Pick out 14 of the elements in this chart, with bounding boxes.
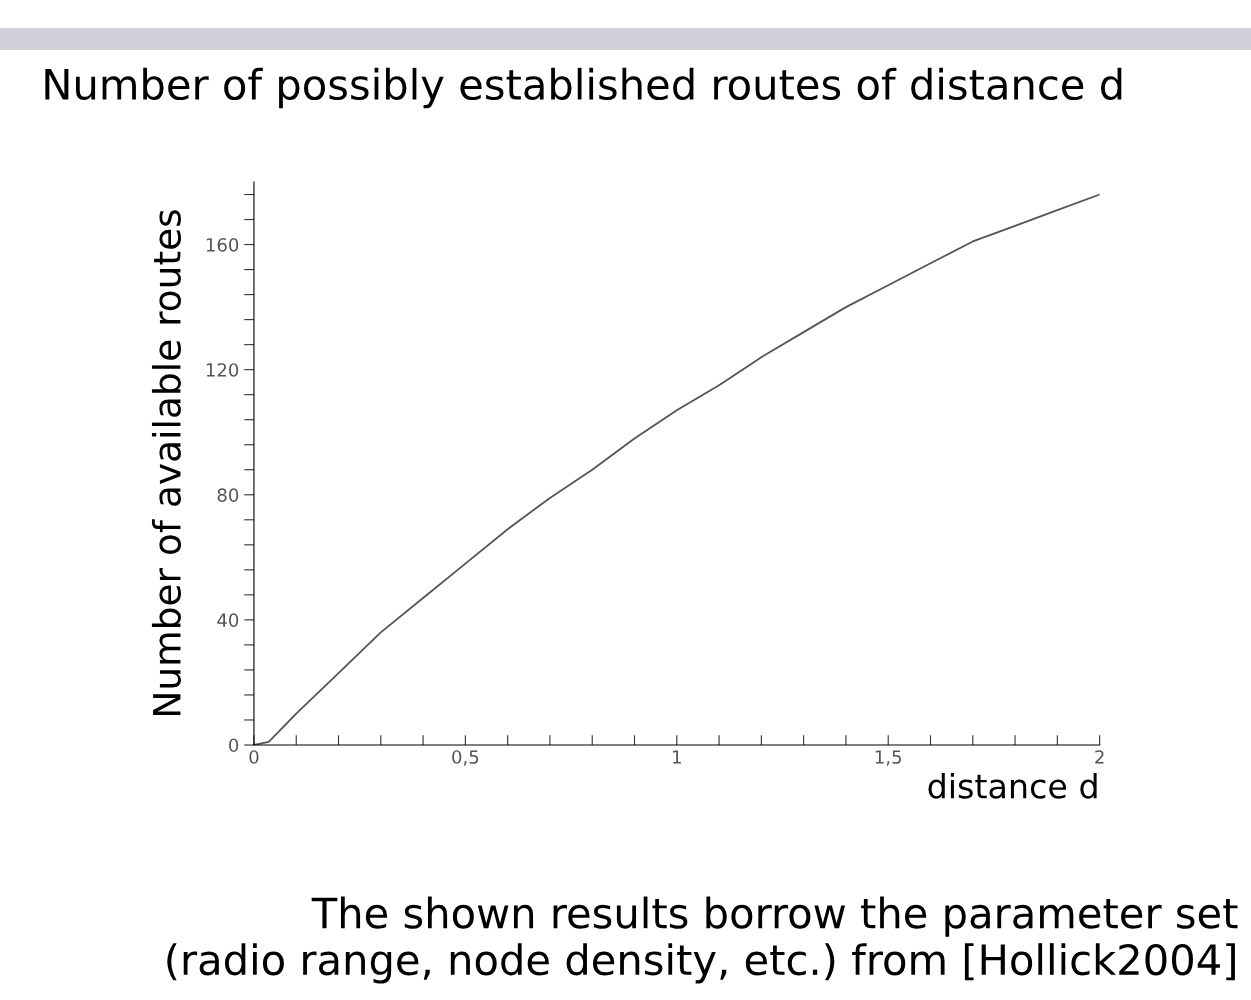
y-tick-label: 120 — [206, 363, 239, 377]
x-tick-label: 0,5 — [452, 750, 479, 766]
y-tick-label: 40 — [217, 613, 239, 628]
x-tick-label: 2 — [1095, 750, 1104, 764]
y-tick-label: 160 — [206, 238, 239, 252]
x-axis-title: distance d — [928, 772, 1097, 799]
x-tick-label: 1,5 — [875, 750, 901, 766]
x-tick-label: 0 — [249, 750, 259, 764]
chart-title: Number of possibly established routes of distance d — [45, 67, 1122, 109]
y-tick-label: 80 — [217, 488, 239, 502]
y-axis-title: Number of available routes — [151, 210, 181, 716]
text: The shown results borrow the parameter set (radio range, node density, etc.) from [Hollick2004] — [167, 896, 1238, 984]
y-tick-label: 0 — [229, 738, 239, 753]
x-tick-label: 1 — [673, 750, 681, 764]
